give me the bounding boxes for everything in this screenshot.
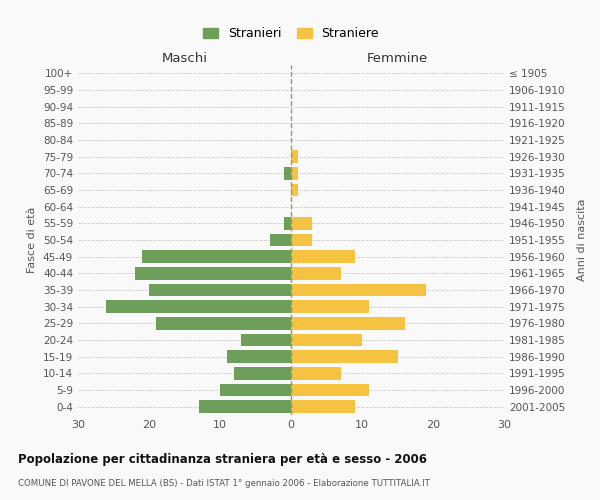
Bar [291, 250, 355, 263]
Bar [270, 234, 291, 246]
Bar [142, 250, 291, 263]
Bar [241, 334, 291, 346]
Bar [291, 150, 298, 163]
Bar [156, 317, 291, 330]
Bar [291, 367, 341, 380]
Bar [284, 217, 291, 230]
Legend: Stranieri, Straniere: Stranieri, Straniere [198, 22, 384, 46]
Bar [291, 300, 369, 313]
Bar [291, 317, 404, 330]
Text: Femmine: Femmine [367, 52, 428, 65]
Text: Popolazione per cittadinanza straniera per età e sesso - 2006: Popolazione per cittadinanza straniera p… [18, 452, 427, 466]
Bar [291, 267, 341, 280]
Bar [135, 267, 291, 280]
Bar [227, 350, 291, 363]
Bar [149, 284, 291, 296]
Bar [199, 400, 291, 413]
Bar [106, 300, 291, 313]
Bar [284, 167, 291, 179]
Bar [291, 184, 298, 196]
Bar [291, 217, 313, 230]
Bar [291, 234, 313, 246]
Text: Maschi: Maschi [161, 52, 208, 65]
Y-axis label: Anni di nascita: Anni di nascita [577, 198, 587, 281]
Bar [234, 367, 291, 380]
Text: COMUNE DI PAVONE DEL MELLA (BS) - Dati ISTAT 1° gennaio 2006 - Elaborazione TUTT: COMUNE DI PAVONE DEL MELLA (BS) - Dati I… [18, 479, 430, 488]
Bar [291, 350, 398, 363]
Bar [291, 384, 369, 396]
Y-axis label: Fasce di età: Fasce di età [28, 207, 37, 273]
Bar [291, 400, 355, 413]
Bar [291, 167, 298, 179]
Bar [220, 384, 291, 396]
Bar [291, 334, 362, 346]
Bar [291, 284, 426, 296]
